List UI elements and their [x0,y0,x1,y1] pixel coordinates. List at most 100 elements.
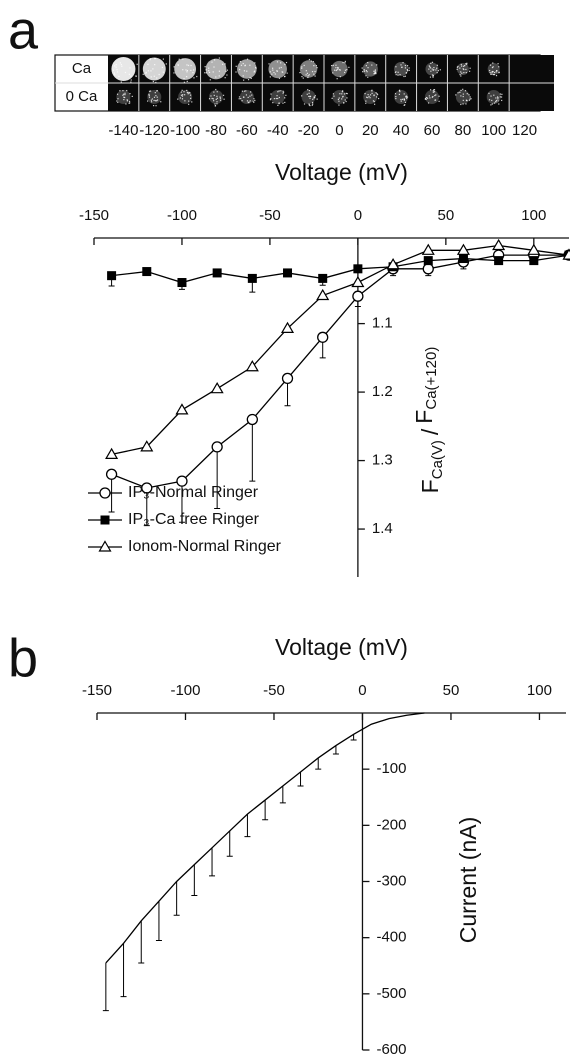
cell-speckle [226,74,228,76]
cell-glow [394,61,409,77]
cell-speckle [219,96,221,98]
cell-speckle [184,100,186,102]
cell-speckle [363,69,365,71]
cell-speckle [496,70,498,72]
cell-speckle [181,95,184,97]
cell-speckle [316,67,318,69]
cell-speckle [495,99,498,102]
cell-speckle [149,58,151,60]
marker [245,360,259,372]
cell-speckle [367,76,369,78]
cell-speckle [243,79,245,81]
cell-speckle [374,69,376,71]
cell-speckle [128,73,130,75]
cell-speckle [497,100,499,102]
cell-speckle [462,68,464,70]
cell-speckle [403,104,405,106]
cell-speckle [247,79,250,81]
cell-speckle [270,98,272,100]
cell-speckle [372,100,375,102]
cell-speckle [280,66,282,69]
series-line [111,244,570,456]
cell-speckle [406,65,409,67]
cell-speckle [249,77,251,79]
cell-speckle [495,71,497,73]
cell-speckle [308,58,311,61]
cell-speckle [213,91,215,93]
cell-speckle [432,90,434,92]
error-bar [244,814,251,838]
cell-glow [205,58,227,80]
cell-speckle [156,99,159,101]
cell-glow [362,61,378,77]
cell-speckle [314,96,316,98]
image-column-label: 120 [512,122,537,139]
cell-speckle [364,93,366,95]
cell-speckle [184,94,186,96]
cell-speckle [214,105,216,107]
cell-speckle [362,71,364,73]
cell-speckle [338,104,340,106]
cell-speckle [208,98,211,100]
cell-speckle [149,58,151,61]
cell-speckle [186,69,188,72]
cell-speckle [213,100,215,102]
cell-speckle [397,74,399,76]
legend-label: Ionom-Normal Ringer [128,538,282,555]
cell-speckle [377,94,379,96]
cell-speckle [282,102,284,104]
cell-speckle [461,65,463,67]
image-column-label: -120 [139,122,169,139]
cell-speckle [114,65,116,67]
cell-speckle [432,75,434,77]
marker [140,440,154,452]
cell-speckle [489,69,491,72]
cell-speckle [148,96,151,98]
marker [421,243,435,255]
cell-speckle [208,70,210,72]
cell-speckle [162,71,164,73]
cell-glow [486,90,501,104]
cell-speckle [212,71,214,73]
cell-speckle [254,99,256,102]
cell-speckle [430,70,432,72]
cell-speckle [126,89,128,92]
cell-speckle [255,67,257,69]
cell-speckle [438,95,440,97]
cell-speckle [375,92,377,94]
cell-speckle [284,97,286,99]
cell-speckle [397,71,399,73]
cell-speckle [307,75,309,77]
x-axis-title: Voltage (mV) [275,159,408,185]
cell-speckle [332,93,335,95]
cell-speckle [213,66,215,68]
cell-speckle [493,74,495,76]
cell-speckle [429,67,432,69]
cell-speckle [156,96,158,98]
x-tick-label: -100 [170,682,200,699]
cell-speckle [249,100,251,102]
cell-speckle [399,91,401,93]
image-column-label: -60 [236,122,258,139]
cell-speckle [499,93,501,95]
y-tick-label: -500 [376,985,406,1002]
cell-speckle [405,95,407,97]
cell-speckle [345,100,347,103]
cell-speckle [336,69,338,71]
cell-speckle [403,99,406,101]
cell-speckle [153,96,156,98]
cell-speckle [464,64,466,67]
cell-speckle [255,66,257,69]
cell-speckle [182,69,184,71]
cell-speckle [459,73,461,76]
cell-speckle [120,81,122,83]
marker [247,273,257,283]
cell-speckle [427,102,430,104]
cell-speckle [136,63,138,65]
y-title-part: / [417,428,443,435]
cell-speckle [158,73,160,76]
cell-speckle [154,92,156,94]
cell-speckle [463,71,465,74]
cell-speckle [466,63,468,65]
